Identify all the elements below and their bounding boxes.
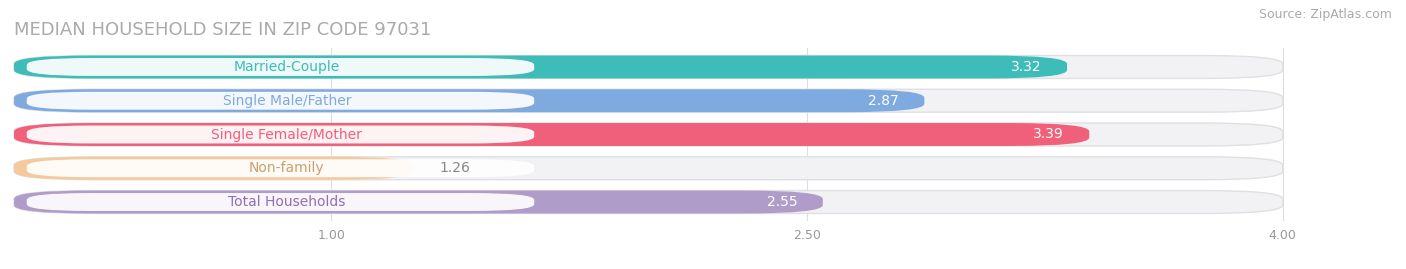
FancyBboxPatch shape [27, 92, 534, 110]
FancyBboxPatch shape [14, 123, 1090, 146]
FancyBboxPatch shape [27, 159, 534, 177]
Text: 2.87: 2.87 [869, 94, 898, 108]
FancyBboxPatch shape [14, 190, 1282, 214]
FancyBboxPatch shape [14, 157, 1282, 180]
Text: 2.55: 2.55 [766, 195, 797, 209]
FancyBboxPatch shape [27, 126, 534, 143]
FancyBboxPatch shape [14, 190, 823, 214]
FancyBboxPatch shape [27, 193, 534, 211]
Text: 3.32: 3.32 [1011, 60, 1042, 74]
Text: Married-Couple: Married-Couple [233, 60, 340, 74]
Text: 3.39: 3.39 [1033, 128, 1064, 141]
FancyBboxPatch shape [14, 55, 1067, 79]
FancyBboxPatch shape [14, 123, 1282, 146]
Text: Total Households: Total Households [228, 195, 346, 209]
Text: Non-family: Non-family [249, 161, 325, 175]
Text: Source: ZipAtlas.com: Source: ZipAtlas.com [1258, 8, 1392, 21]
FancyBboxPatch shape [14, 89, 1282, 112]
Text: 1.26: 1.26 [439, 161, 470, 175]
FancyBboxPatch shape [14, 55, 1282, 79]
FancyBboxPatch shape [14, 157, 413, 180]
Text: Single Female/Mother: Single Female/Mother [211, 128, 363, 141]
Text: MEDIAN HOUSEHOLD SIZE IN ZIP CODE 97031: MEDIAN HOUSEHOLD SIZE IN ZIP CODE 97031 [14, 20, 432, 38]
Text: Single Male/Father: Single Male/Father [222, 94, 352, 108]
FancyBboxPatch shape [14, 89, 924, 112]
FancyBboxPatch shape [27, 58, 534, 76]
